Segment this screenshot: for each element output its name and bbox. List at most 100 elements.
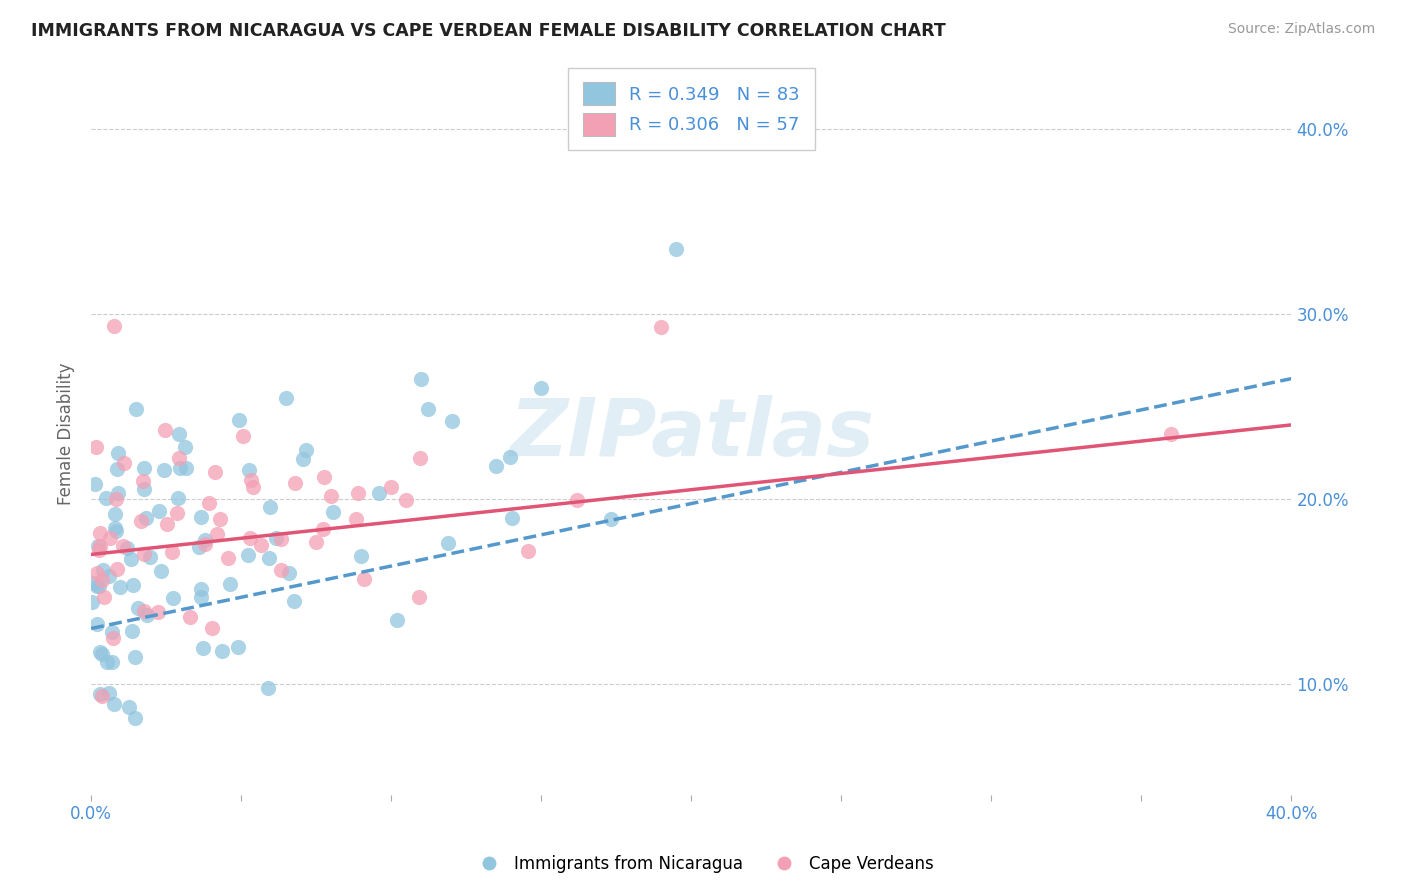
Point	[284, 475, 307, 490]
Point	[193, 640, 215, 655]
Point	[129, 514, 152, 528]
Point	[395, 493, 418, 508]
Point	[204, 465, 226, 479]
Point	[257, 551, 280, 566]
Point	[200, 621, 222, 635]
Point	[1160, 427, 1182, 442]
Point	[530, 381, 553, 395]
Point	[249, 538, 271, 552]
Point	[100, 656, 122, 670]
Point	[278, 566, 301, 580]
Point	[242, 480, 264, 494]
Point	[441, 414, 464, 428]
Legend: R = 0.349   N = 83, R = 0.306   N = 57: R = 0.349 N = 83, R = 0.306 N = 57	[568, 68, 814, 151]
Point	[240, 473, 263, 487]
Point	[305, 535, 328, 549]
Point	[98, 686, 121, 700]
Point	[350, 549, 373, 563]
Point	[136, 608, 159, 623]
Point	[600, 512, 623, 526]
Point	[89, 525, 111, 540]
Point	[408, 450, 430, 465]
Point	[499, 450, 522, 465]
Point	[166, 491, 188, 505]
Point	[90, 690, 112, 704]
Point	[162, 591, 184, 605]
Point	[107, 446, 129, 460]
Point	[217, 551, 239, 566]
Point	[118, 700, 141, 714]
Point	[84, 440, 107, 454]
Point	[87, 542, 110, 557]
Point	[190, 590, 212, 604]
Point	[148, 504, 170, 518]
Point	[344, 512, 367, 526]
Point	[169, 451, 191, 466]
Text: IMMIGRANTS FROM NICARAGUA VS CAPE VERDEAN FEMALE DISABILITY CORRELATION CHART: IMMIGRANTS FROM NICARAGUA VS CAPE VERDEA…	[31, 22, 946, 40]
Point	[162, 545, 184, 559]
Point	[169, 427, 191, 442]
Point	[179, 610, 201, 624]
Point	[132, 482, 155, 496]
Point	[105, 462, 128, 476]
Point	[437, 536, 460, 550]
Point	[294, 442, 316, 457]
Point	[103, 697, 125, 711]
Point	[368, 486, 391, 500]
Point	[416, 401, 439, 416]
Point	[194, 533, 217, 547]
Point	[353, 572, 375, 586]
Point	[124, 711, 146, 725]
Point	[132, 475, 155, 489]
Point	[259, 500, 281, 515]
Point	[517, 544, 540, 558]
Point	[174, 440, 197, 454]
Point	[153, 462, 176, 476]
Point	[174, 460, 197, 475]
Point	[103, 319, 125, 334]
Point	[93, 563, 115, 577]
Point	[121, 624, 143, 639]
Point	[228, 413, 250, 427]
Point	[283, 594, 305, 608]
Point	[94, 491, 117, 505]
Text: Source: ZipAtlas.com: Source: ZipAtlas.com	[1227, 22, 1375, 37]
Point	[208, 512, 231, 526]
Point	[134, 604, 156, 618]
Point	[104, 521, 127, 535]
Point	[274, 391, 297, 405]
Point	[84, 476, 107, 491]
Point	[238, 463, 260, 477]
Point	[98, 568, 121, 582]
Point	[112, 539, 135, 553]
Point	[169, 461, 191, 475]
Point	[194, 537, 217, 551]
Point	[211, 643, 233, 657]
Point	[115, 541, 138, 555]
Point	[89, 687, 111, 701]
Point	[134, 461, 156, 475]
Point	[187, 540, 209, 554]
Point	[146, 605, 169, 619]
Point	[228, 640, 250, 654]
Point	[108, 580, 131, 594]
Point	[89, 645, 111, 659]
Point	[107, 486, 129, 500]
Point	[100, 624, 122, 639]
Point	[83, 575, 105, 590]
Point	[166, 506, 188, 520]
Point	[86, 616, 108, 631]
Point	[101, 631, 124, 645]
Point	[132, 547, 155, 561]
Point	[127, 601, 149, 615]
Point	[232, 429, 254, 443]
Point	[408, 590, 430, 604]
Point	[347, 486, 370, 500]
Point	[264, 531, 287, 545]
Point	[665, 242, 688, 256]
Point	[89, 539, 111, 553]
Point	[112, 456, 135, 470]
Text: ZIPatlas: ZIPatlas	[509, 395, 873, 473]
Point	[411, 371, 433, 385]
Point	[155, 423, 177, 437]
